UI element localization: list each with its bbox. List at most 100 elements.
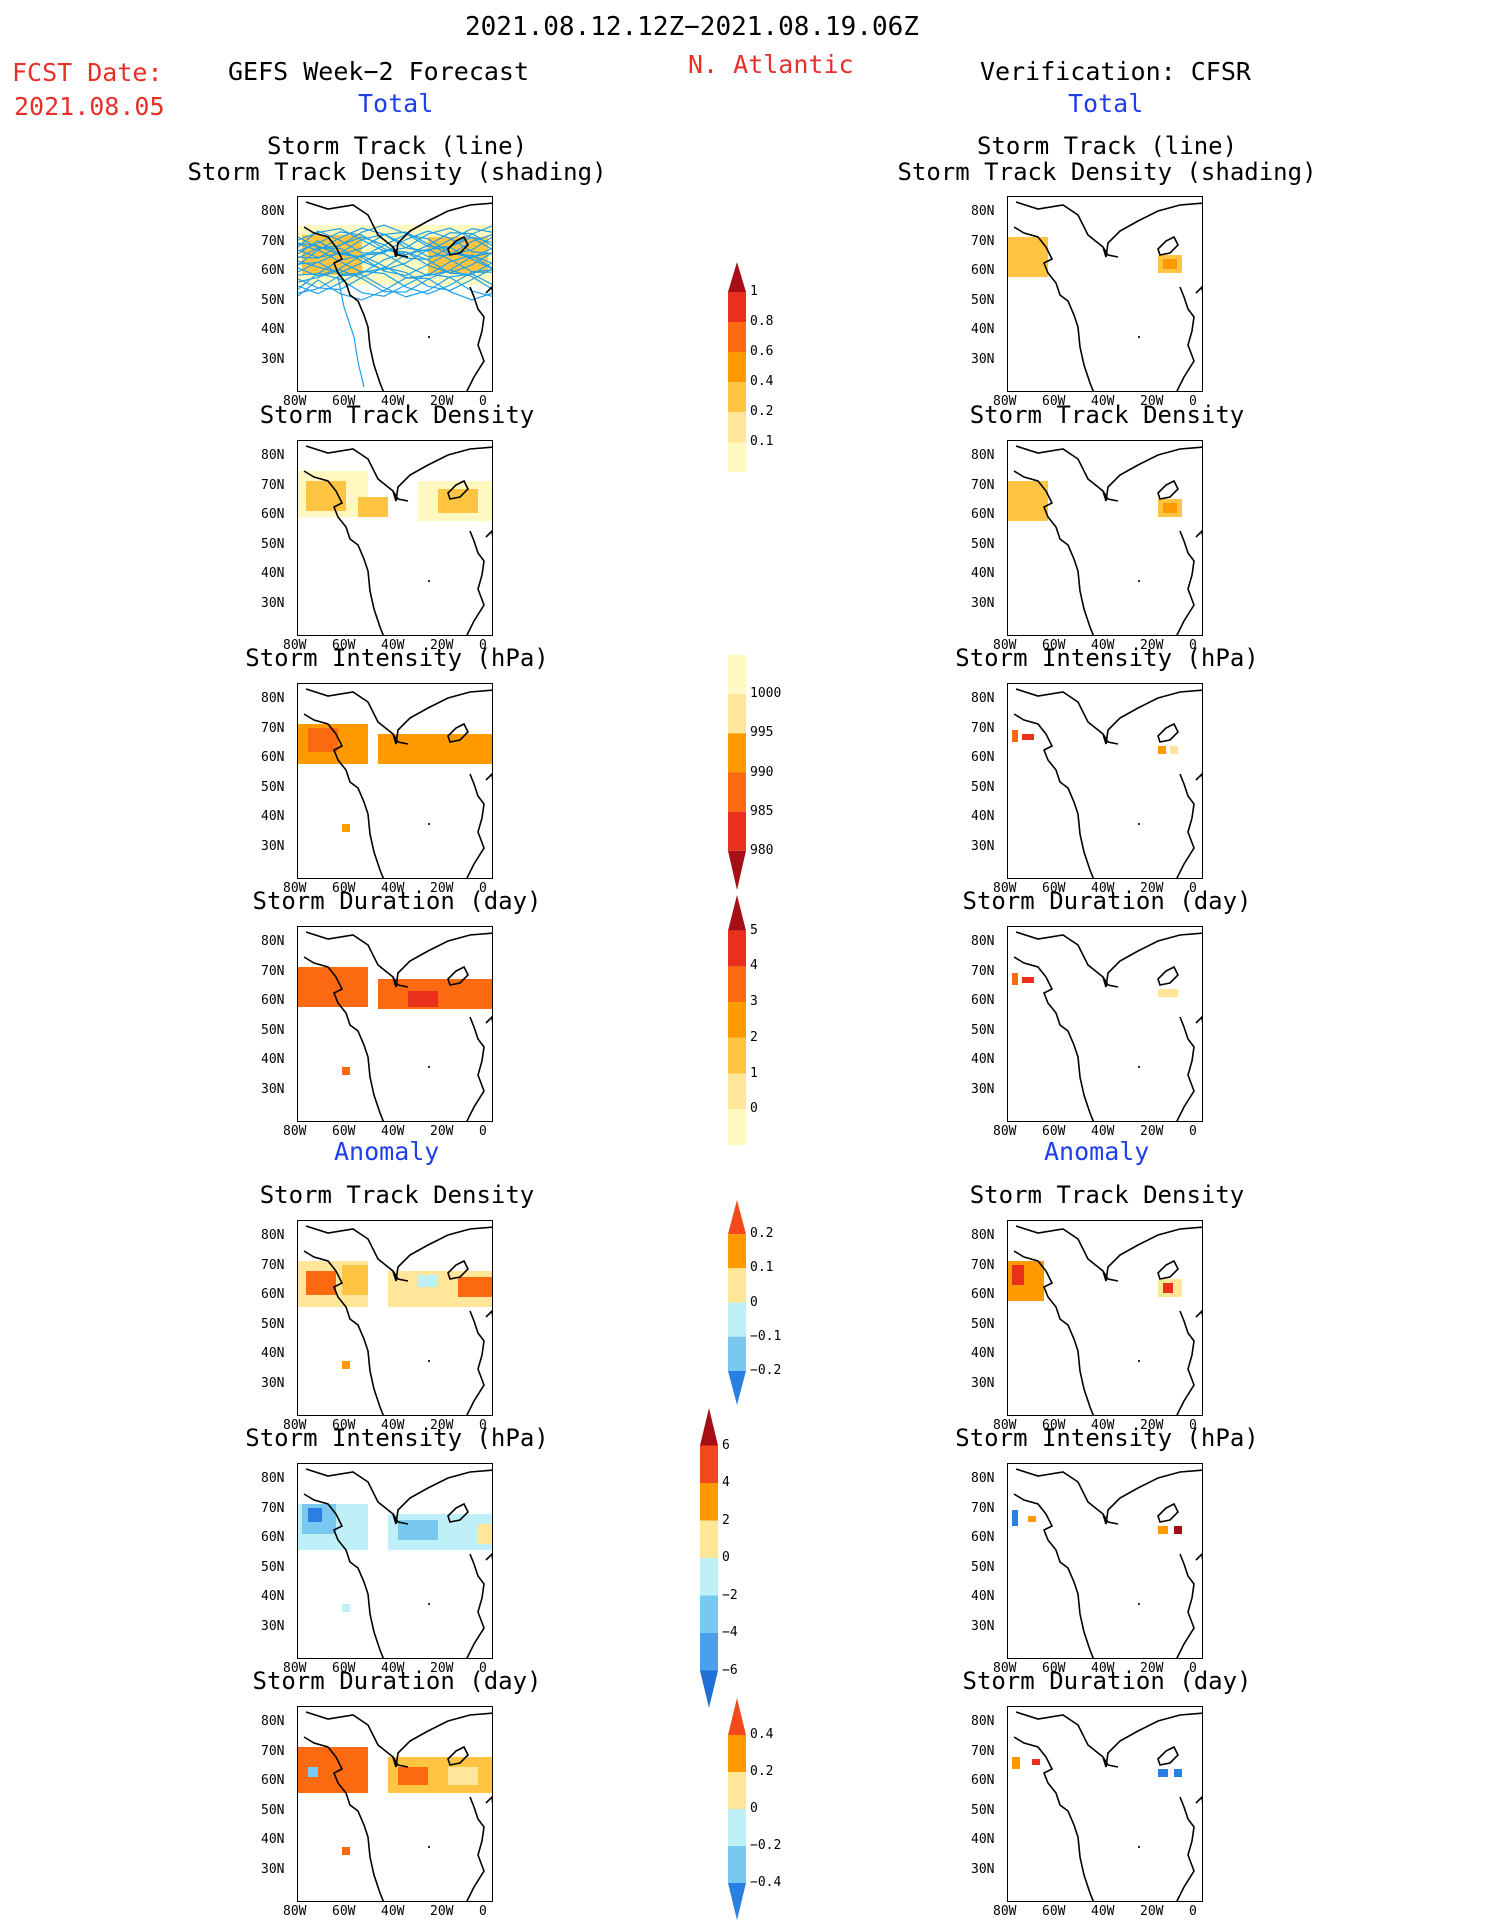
colorbar-segment bbox=[728, 1735, 746, 1772]
lon-tick: 20W bbox=[430, 638, 454, 653]
lat-tick: 70N bbox=[971, 1500, 995, 1516]
lon-tick: 60W bbox=[332, 1124, 356, 1139]
colorbar-segment bbox=[700, 1595, 718, 1633]
lat-tick: 50N bbox=[971, 779, 995, 795]
lon-tick: 20W bbox=[430, 1661, 454, 1676]
colorbar-segment bbox=[728, 1772, 746, 1809]
lon-tick: 60W bbox=[1042, 1661, 1066, 1676]
colorbar-segment bbox=[728, 382, 746, 412]
lat-tick: 60N bbox=[261, 263, 285, 278]
lon-tick: 60W bbox=[1042, 1418, 1066, 1433]
right-anomaly-label: Anomaly bbox=[1044, 1137, 1150, 1166]
lon-tick: 60W bbox=[332, 881, 356, 896]
left-map-anom-duration bbox=[297, 1706, 493, 1902]
right-track-title-2: Storm Track Density (shading) bbox=[897, 158, 1317, 186]
colorbar-density_anom bbox=[728, 1200, 746, 1405]
lat-tick: 60N bbox=[261, 1530, 285, 1545]
colorbar-segment bbox=[728, 1234, 746, 1269]
colorbar-label: 4 bbox=[722, 1475, 730, 1490]
lat-tick: 70N bbox=[261, 477, 285, 493]
lon-tick: 60W bbox=[1042, 881, 1066, 896]
lat-tick: 70N bbox=[971, 963, 995, 979]
lat-tick: 30N bbox=[971, 1618, 995, 1634]
lon-tick: 80W bbox=[283, 1418, 307, 1433]
colorbar-segment bbox=[728, 733, 746, 773]
right-anom-duration-title: Storm Duration (day) bbox=[962, 1667, 1252, 1695]
lon-tick: 80W bbox=[993, 881, 1017, 896]
lon-tick: 40W bbox=[381, 638, 405, 653]
lat-tick: 50N bbox=[261, 536, 285, 552]
left-anomaly-label: Anomaly bbox=[334, 1137, 440, 1166]
right-map-intensity bbox=[1007, 683, 1203, 879]
right-anom-density-title: Storm Track Density bbox=[969, 1181, 1245, 1209]
lon-tick: 0 bbox=[1189, 1661, 1197, 1676]
colorbar-label: 6 bbox=[722, 1437, 730, 1453]
left-density-title: Storm Track Density bbox=[259, 401, 535, 429]
left-map-track bbox=[297, 196, 493, 392]
colorbar-segment bbox=[728, 655, 746, 695]
right-total-label: Total bbox=[1068, 89, 1144, 118]
lat-tick: 40N bbox=[971, 1052, 995, 1067]
lon-tick: 20W bbox=[1140, 394, 1164, 409]
colorbar-label: 5 bbox=[750, 922, 758, 938]
colorbar-label: 980 bbox=[750, 842, 774, 858]
colorbar-label: −0.2 bbox=[750, 1362, 782, 1378]
lon-tick: 0 bbox=[479, 1661, 487, 1676]
colorbar-segment bbox=[700, 1558, 718, 1596]
lat-tick: 40N bbox=[261, 1589, 285, 1604]
map-drawing bbox=[1008, 1225, 1202, 1415]
left-track-title-1: Storm Track (line) bbox=[266, 132, 528, 160]
colorbar-label: 0 bbox=[722, 1550, 730, 1565]
colorbar-label: 0.4 bbox=[750, 374, 774, 389]
colorbar-segment bbox=[728, 1268, 746, 1303]
lon-tick: 80W bbox=[283, 1124, 307, 1139]
lat-tick: 30N bbox=[261, 1081, 285, 1097]
lat-tick: 30N bbox=[971, 1081, 995, 1097]
map-drawing bbox=[298, 1468, 492, 1658]
colorbar-label: 0.4 bbox=[750, 1727, 774, 1742]
colorbar-segment bbox=[700, 1633, 718, 1671]
colorbar-label: 0.6 bbox=[750, 344, 774, 359]
colorbar-segment bbox=[728, 930, 746, 967]
lat-tick: 40N bbox=[261, 809, 285, 824]
lat-tick: 40N bbox=[971, 809, 995, 824]
lat-tick: 80N bbox=[261, 691, 285, 706]
lon-tick: 80W bbox=[283, 1661, 307, 1676]
lat-tick: 40N bbox=[261, 1832, 285, 1847]
lat-tick: 50N bbox=[971, 536, 995, 552]
lat-tick: 60N bbox=[261, 750, 285, 765]
colorbar-segment bbox=[700, 1408, 718, 1446]
left-map-anom-density bbox=[297, 1220, 493, 1416]
left-map-duration bbox=[297, 926, 493, 1122]
lon-tick: 80W bbox=[283, 1904, 307, 1919]
lon-tick: 40W bbox=[381, 1661, 405, 1676]
lat-tick: 30N bbox=[261, 1618, 285, 1634]
colorbar-label: 1000 bbox=[750, 686, 782, 702]
map-drawing bbox=[298, 445, 492, 635]
lon-tick: 40W bbox=[1091, 638, 1115, 653]
lon-tick: 20W bbox=[1140, 638, 1164, 653]
map-drawing bbox=[1012, 688, 1202, 878]
colorbar-intensity_total bbox=[728, 655, 746, 890]
lat-tick: 40N bbox=[971, 1832, 995, 1847]
colorbar-label: 0 bbox=[750, 1294, 758, 1310]
lon-tick: 0 bbox=[1189, 881, 1197, 896]
lat-tick: 70N bbox=[261, 1500, 285, 1516]
colorbar-label: 0.1 bbox=[750, 1260, 774, 1276]
map-drawing bbox=[1012, 931, 1202, 1121]
colorbar-label: −0.2 bbox=[750, 1838, 782, 1853]
lon-tick: 0 bbox=[1189, 1124, 1197, 1139]
lat-tick: 70N bbox=[261, 1743, 285, 1759]
map-drawing bbox=[298, 688, 492, 878]
colorbar-segment bbox=[728, 1846, 746, 1883]
lat-tick: 50N bbox=[971, 1022, 995, 1038]
lat-tick: 60N bbox=[261, 1773, 285, 1788]
lon-tick: 0 bbox=[1189, 394, 1197, 409]
colorbar-segment bbox=[728, 694, 746, 734]
right-map-track bbox=[1007, 196, 1203, 392]
left-anom-duration-title: Storm Duration (day) bbox=[252, 1667, 542, 1695]
lat-tick: 30N bbox=[971, 1861, 995, 1877]
colorbar-label: 985 bbox=[750, 803, 774, 819]
lon-tick: 20W bbox=[430, 1124, 454, 1139]
lat-tick: 60N bbox=[261, 507, 285, 522]
